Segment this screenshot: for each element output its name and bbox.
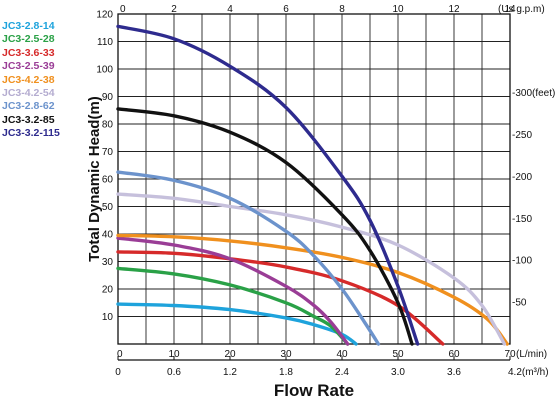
x-tick-label: 10 [168,349,180,360]
y-tick-label: 100 [96,65,113,76]
secondary-x-tick-label: 2.4 [335,367,349,378]
top-x-tick-label: 12 [448,4,460,15]
y-axis-title: Total Dynamic Head(m) [86,96,103,262]
y-tick-label: 60 [102,175,114,186]
legend-item: JC3-2.5-39 [2,60,55,73]
top-x-tick-label: 8 [339,4,345,15]
top-x-tick-label: 14 [504,4,516,15]
y-tick-label: 20 [102,285,114,296]
right-y-tick-label: -150 [512,214,532,225]
legend-item: JC3-2.8-14 [2,20,55,32]
top-x-tick-label: 6 [283,4,289,15]
y-tick-label: 90 [102,92,114,103]
secondary-x-tick-label: 0.6 [167,367,181,378]
right-y-tick-label: -200 [512,172,532,183]
series-line [116,170,381,346]
y-tick-label: 30 [102,257,114,268]
y-tick-label: 110 [97,37,113,48]
y-tick-label: 70 [102,147,114,158]
legend-item: JC3-2.8-62 [2,100,55,113]
secondary-x-tick-label: 1.2 [223,367,237,378]
top-x-tick-label: 0 [120,4,126,15]
top-x-tick-label: 10 [392,4,404,15]
legend-item: JC3-3.6-33 [2,46,55,59]
x-tick-label: 70 [504,349,516,360]
secondary-x-tick-label: 1.8 [279,367,293,378]
x-tick-label: 40 [336,349,348,360]
right-y-tick-label: -50 [512,298,527,309]
legend-item: JC3-4.2-54 [2,87,55,100]
x-tick-label: 0 [117,349,123,360]
top-x-unit-label: (Us g.p.m) [498,4,545,15]
x-tick-label: 60 [448,349,460,360]
legend-item: JC3-2.5-28 [2,33,55,46]
legend-item: JC3-4.2-38 [2,73,55,86]
y-tick-label: 10 [102,312,114,323]
x-unit-label: (L/min) [516,349,547,360]
legend-item: JC3-3.2-85 [2,113,55,126]
series-line [116,233,509,346]
series-line [116,266,350,346]
plot-frame [117,13,511,345]
right-y-tick-label: -100 [512,256,532,267]
secondary-x-tick-label: 0 [115,367,121,378]
series-line [116,107,414,346]
y-tick-label: 120 [96,10,113,21]
y-tick-label: 40 [102,230,114,241]
secondary-x-tick-label: 3.0 [391,367,405,378]
series-line [116,24,420,346]
secondary-x-tick-label: 3.6 [447,367,461,378]
right-y-tick-label: -250 [512,130,532,141]
legend-item: JC3-3.2-115 [2,127,60,140]
series-line [116,236,350,346]
x-tick-label: 20 [224,349,236,360]
y-tick-label: 80 [102,120,114,131]
x-tick-label: 30 [280,349,292,360]
y-tick-label: 50 [102,202,114,213]
top-x-tick-label: 2 [171,4,177,15]
series-line [116,192,507,346]
top-x-tick-label: 4 [227,4,233,15]
x-tick-label: 50 [392,349,404,360]
right-y-tick-label: -300(feet) [512,88,555,99]
secondary-x-unit-label: 4.2(m³/h) [508,367,549,378]
x-axis-title: Flow Rate [274,381,354,400]
legend: JC3-2.8-14 JC3-2.5-28 JC3-3.6-33 JC3-2.5… [2,20,60,141]
